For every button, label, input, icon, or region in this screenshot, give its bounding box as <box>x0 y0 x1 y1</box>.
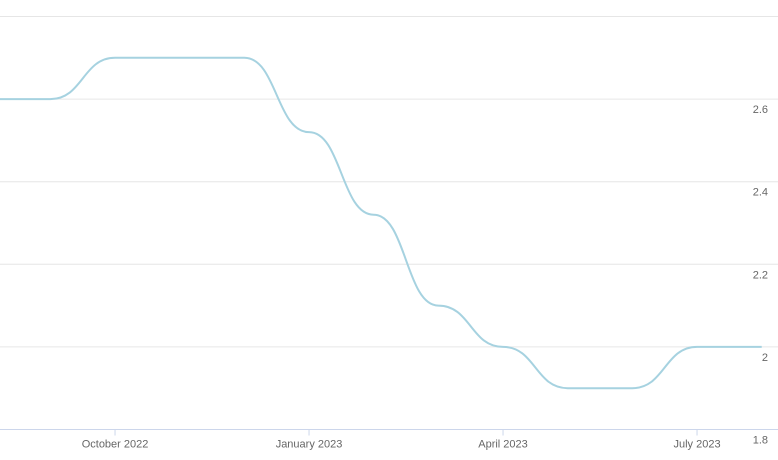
y-tick-label: 2.2 <box>753 269 768 281</box>
data-line <box>0 56 762 390</box>
x-tick-label: January 2023 <box>276 439 343 451</box>
x-tick-label: July 2023 <box>673 439 720 451</box>
y-tick-label: 2 <box>762 352 768 364</box>
x-tick-label: October 2022 <box>82 439 149 451</box>
y-tick-label: 1.8 <box>753 435 768 447</box>
y-tick-label: 2.6 <box>753 104 768 116</box>
y-tick-label: 2.4 <box>753 187 768 199</box>
x-tick-label: April 2023 <box>478 439 528 451</box>
